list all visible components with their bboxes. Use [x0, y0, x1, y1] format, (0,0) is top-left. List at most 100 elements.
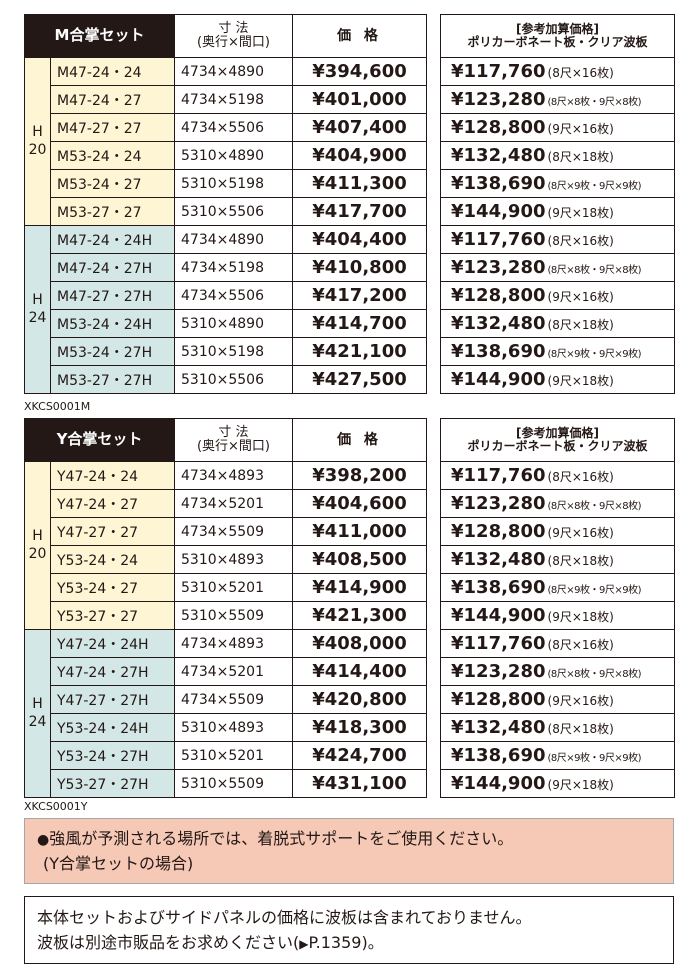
table-row: Y53-24・24H 5310×4893 ¥418,300 ¥132,480 (8尺×1…	[25, 713, 675, 742]
model-number: M53-24・24H	[50, 309, 175, 338]
additional-price-value: ¥144,900	[451, 773, 546, 794]
table-row: Y53-24・27 5310×5201 ¥414,900 ¥138,690 (8尺×9枚…	[25, 573, 675, 602]
dimension-value: 4734×4893	[174, 461, 293, 490]
sheet-quantity-note: (8尺×9枚・9尺×9枚)	[547, 753, 642, 764]
price-value: ¥404,600	[292, 489, 427, 518]
price-header: 価 格	[292, 418, 427, 462]
sheet-quantity-note: (8尺×8枚・9尺×8枚)	[547, 669, 642, 680]
column-gap	[426, 629, 441, 658]
additional-price-value: ¥128,800	[451, 285, 546, 306]
model-number: M47-27・27	[50, 113, 175, 142]
additional-price-value: ¥123,280	[451, 661, 546, 682]
column-gap	[426, 685, 441, 714]
height-group-label: H 20	[24, 57, 51, 226]
additional-price-cell: ¥144,900 (9尺×18枚)	[440, 601, 675, 630]
sheet-quantity-note: (8尺×18枚)	[547, 318, 614, 332]
additional-price-cell: ¥128,800 (9尺×16枚)	[440, 113, 675, 142]
height-group-label: H 20	[24, 461, 51, 630]
sheet-quantity-note: (8尺×16枚)	[547, 470, 614, 484]
model-number: Y53-27・27	[50, 601, 175, 630]
price-value: ¥410,800	[292, 253, 427, 282]
sheet-quantity-note: (9尺×18枚)	[547, 206, 614, 220]
price-value: ¥420,800	[292, 685, 427, 714]
additional-price-cell: ¥117,760 (8尺×16枚)	[440, 629, 675, 658]
price-value: ¥411,300	[292, 169, 427, 198]
dimension-value: 5310×5201	[174, 741, 293, 770]
additional-price-cell: ¥128,800 (9尺×16枚)	[440, 517, 675, 546]
warning-text: 強風が予測される場所では、着脱式サポートをご使用ください。	[49, 829, 514, 848]
additional-price-header-line2: ポリカーボネート板・クリア波板	[467, 35, 648, 49]
column-gap	[426, 309, 441, 338]
dimension-value: 5310×5201	[174, 573, 293, 602]
height-group-letter: H	[32, 124, 43, 140]
model-number: M53-24・27H	[50, 337, 175, 366]
height-group-number: 20	[28, 141, 47, 158]
column-gap	[426, 113, 441, 142]
column-gap	[426, 225, 441, 254]
dimension-value: 4734×4893	[174, 629, 293, 658]
dimension-value: 5310×4893	[174, 545, 293, 574]
height-group-letter: H	[32, 292, 43, 308]
table-row: M47-24・27 4734×5198 ¥401,000 ¥123,280 (8尺×8枚…	[25, 85, 675, 114]
table-row: Y47-27・27 4734×5509 ¥411,000 ¥128,800 (9尺×16…	[25, 517, 675, 546]
price-value: ¥408,500	[292, 545, 427, 574]
dimension-value: 4734×5201	[174, 657, 293, 686]
model-number: M47-24・24	[50, 57, 175, 86]
table-row: M47-27・27H 4734×5506 ¥417,200 ¥128,800 (9尺×1…	[25, 281, 675, 310]
table-code: XKCS0001Y	[24, 800, 88, 813]
additional-price-cell: ¥144,900 (9尺×18枚)	[440, 365, 675, 394]
dimension-value: 4734×5201	[174, 489, 293, 518]
table-row: Y47-24・27 4734×5201 ¥404,600 ¥123,280 (8尺×8枚…	[25, 489, 675, 518]
sheet-quantity-note: (9尺×18枚)	[547, 374, 614, 388]
dimension-header: 寸 法 (奥行×間口)	[174, 14, 293, 58]
column-gap	[426, 85, 441, 114]
additional-price-value: ¥138,690	[451, 577, 546, 598]
sheet-quantity-note: (8尺×8枚・9尺×8枚)	[547, 97, 642, 108]
sheet-quantity-note: (9尺×16枚)	[547, 526, 614, 540]
additional-price-cell: ¥132,480 (8尺×18枚)	[440, 713, 675, 742]
price-value: ¥431,100	[292, 769, 427, 798]
dimension-value: 5310×5506	[174, 197, 293, 226]
additional-price-cell: ¥117,760 (8尺×16枚)	[440, 225, 675, 254]
wind-warning-note: ●強風が予測される場所では、着脱式サポートをご使用ください。 (Y合掌セットの場…	[24, 818, 674, 884]
sheet-quantity-note: (8尺×9枚・9尺×9枚)	[547, 181, 642, 192]
price-value: ¥417,200	[292, 281, 427, 310]
table-row: M53-27・27H 5310×5506 ¥427,500 ¥144,900 (9尺×1…	[25, 365, 675, 394]
column-gap	[426, 657, 441, 686]
column-gap	[426, 573, 441, 602]
column-gap	[426, 281, 441, 310]
additional-price-cell: ¥123,280 (8尺×8枚・9尺×8枚)	[440, 657, 675, 686]
model-number: Y53-27・27H	[50, 769, 175, 798]
model-number: Y47-24・27H	[50, 657, 175, 686]
additional-price-cell: ¥128,800 (9尺×16枚)	[440, 685, 675, 714]
dimension-value: 5310×5198	[174, 337, 293, 366]
bullet-icon: ●	[37, 832, 50, 848]
table-row: Y53-24・24 5310×4893 ¥408,500 ¥132,480 (8尺×18…	[25, 545, 675, 574]
table-title: M合掌セット	[24, 14, 175, 58]
table-row: Y53-24・27H 5310×5201 ¥424,700 ¥138,690 (8尺×9…	[25, 741, 675, 770]
price-value: ¥421,100	[292, 337, 427, 366]
column-gap	[426, 741, 441, 770]
additional-price-value: ¥123,280	[451, 257, 546, 278]
model-number: Y47-24・27	[50, 489, 175, 518]
model-number: M53-24・24	[50, 141, 175, 170]
height-group-label: H 24	[24, 225, 51, 394]
dimension-value: 5310×5506	[174, 365, 293, 394]
page-reference-link[interactable]: P.1359	[308, 933, 362, 952]
price-value: ¥421,300	[292, 601, 427, 630]
additional-price-value: ¥132,480	[451, 549, 546, 570]
height-group-number: 24	[28, 713, 47, 730]
column-gap	[426, 169, 441, 198]
sheet-quantity-note: (8尺×8枚・9尺×8枚)	[547, 265, 642, 276]
additional-price-value: ¥132,480	[451, 717, 546, 738]
info-line-1: 本体セットおよびサイドパネルの価格に波板は含まれておりません。	[37, 908, 532, 927]
additional-price-cell: ¥144,900 (9尺×18枚)	[440, 769, 675, 798]
height-group-number: 24	[28, 309, 47, 326]
dimension-header-line1: 寸 法	[218, 21, 249, 37]
column-gap	[426, 57, 441, 86]
dimension-value: 4734×5198	[174, 85, 293, 114]
model-number: Y47-27・27H	[50, 685, 175, 714]
table-row: Y47-27・27H 4734×5509 ¥420,800 ¥128,800 (9尺×1…	[25, 685, 675, 714]
height-group-number: 20	[28, 545, 47, 562]
additional-price-value: ¥117,760	[451, 61, 546, 82]
